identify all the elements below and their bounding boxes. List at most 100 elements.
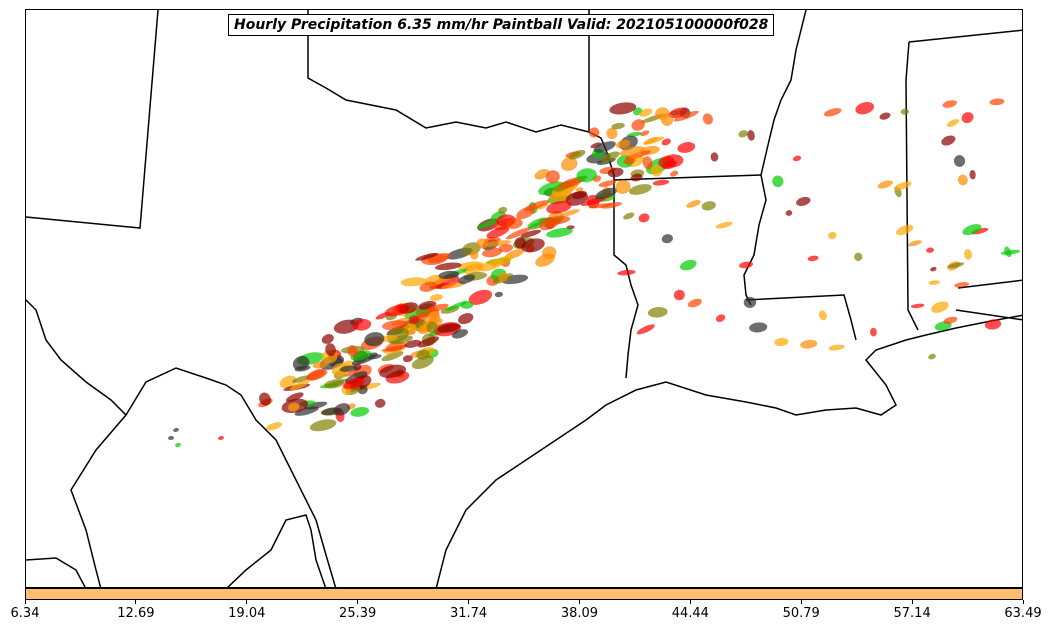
map-title: Hourly Precipitation 6.35 mm/hr Paintbal… <box>228 14 775 36</box>
precip-blob <box>969 169 976 180</box>
border-fl-panhandle <box>955 279 1022 321</box>
precip-blob <box>379 364 407 378</box>
precip-blob <box>588 127 600 138</box>
precip-blob <box>427 253 451 264</box>
border-mississippi-river <box>743 10 807 306</box>
precip-blob <box>662 160 677 170</box>
precip-blob <box>942 100 957 108</box>
precip-blob <box>534 168 550 180</box>
colorbar <box>25 588 1023 600</box>
precip-blob <box>429 293 443 302</box>
precip-blob <box>785 210 793 216</box>
precip-blob <box>175 442 181 448</box>
precip-blob <box>546 227 573 238</box>
colorbar-tick-label: 6.34 <box>10 606 40 621</box>
colorbar-tick-mark <box>24 600 26 604</box>
colorbar-tick-label: 50.79 <box>782 606 820 621</box>
precip-blob <box>483 240 512 247</box>
precip-blob <box>626 131 642 137</box>
precip-blob <box>749 322 768 333</box>
precip-blob <box>521 238 545 253</box>
precip-blob <box>580 197 607 206</box>
precip-blob <box>609 102 637 115</box>
precip-blob <box>598 180 617 187</box>
precip-blob <box>402 355 413 363</box>
precip-blob <box>287 402 300 412</box>
precip-blob <box>600 151 620 163</box>
border-al-east <box>908 29 1022 43</box>
precip-blob <box>535 253 555 267</box>
precip-blob <box>630 173 643 182</box>
precip-blob <box>482 247 503 258</box>
precip-blob <box>893 181 912 191</box>
precip-blob <box>560 177 584 189</box>
precip-blob <box>686 200 701 208</box>
precip-blob <box>957 174 968 186</box>
precip-blob <box>505 218 523 229</box>
precip-blob <box>416 349 430 360</box>
map-panel <box>25 9 1023 588</box>
precip-blob <box>989 98 1005 106</box>
precip-blob <box>879 112 891 120</box>
precip-blob <box>896 224 914 236</box>
precip-blob <box>498 272 508 282</box>
precip-blob <box>321 334 334 344</box>
precip-blob <box>546 200 572 214</box>
precip-blob <box>539 217 560 231</box>
precip-blob <box>290 380 310 391</box>
precip-blob <box>419 281 438 292</box>
precip-blob <box>715 314 726 322</box>
precip-blob <box>374 398 386 408</box>
colorbar-tick-mark <box>578 600 580 604</box>
colorbar-tick-mark <box>357 600 359 604</box>
precip-blob <box>494 291 504 298</box>
precip-blob <box>701 201 716 211</box>
precip-blob <box>451 329 469 339</box>
precip-blob <box>647 307 668 318</box>
precip-blob <box>941 135 956 146</box>
precip-blob <box>640 130 650 137</box>
precip-blob <box>457 274 476 284</box>
colorbar-tick-label: 63.49 <box>1004 606 1042 621</box>
colorbar-tick-label: 31.74 <box>449 606 488 621</box>
border-nm-west <box>26 10 159 229</box>
precip-blob <box>411 355 434 370</box>
gulf-coastline <box>435 314 1022 587</box>
colorbar-tick-mark <box>800 600 802 604</box>
precip-blob <box>381 320 409 331</box>
precip-blob <box>339 365 358 372</box>
precip-blob <box>661 138 671 146</box>
precip-blob <box>445 300 468 311</box>
precip-blob <box>468 289 493 305</box>
precip-blob <box>639 108 653 117</box>
precip-blob <box>854 252 863 261</box>
precip-blob <box>469 250 479 260</box>
precip-blob <box>642 156 653 170</box>
precip-blob <box>677 142 696 153</box>
precip-blob <box>259 392 271 406</box>
precip-blob <box>415 252 439 261</box>
precip-blob <box>309 419 337 432</box>
precip-blob <box>928 353 936 360</box>
precip-blob <box>743 296 757 308</box>
precip-blob <box>631 119 645 131</box>
colorbar-tick-mark <box>135 600 137 604</box>
precip-blob <box>576 168 597 183</box>
colorbar-tick-mark <box>689 600 691 604</box>
colorbar-tick-label: 44.44 <box>671 606 709 621</box>
precip-blob <box>747 130 755 141</box>
precip-blob <box>477 259 505 272</box>
precip-blob <box>575 187 584 192</box>
precip-blob <box>560 157 578 172</box>
border-ok-north <box>307 10 590 133</box>
precip-blob <box>702 113 714 125</box>
precip-blob <box>670 170 679 177</box>
precip-blob <box>381 345 408 352</box>
precip-blob <box>962 224 982 236</box>
precip-blob <box>498 206 508 214</box>
precip-blob <box>396 303 407 314</box>
precip-blob <box>476 238 489 249</box>
precip-blob <box>908 240 922 247</box>
precip-blob <box>623 158 636 165</box>
precip-blob <box>943 316 958 324</box>
